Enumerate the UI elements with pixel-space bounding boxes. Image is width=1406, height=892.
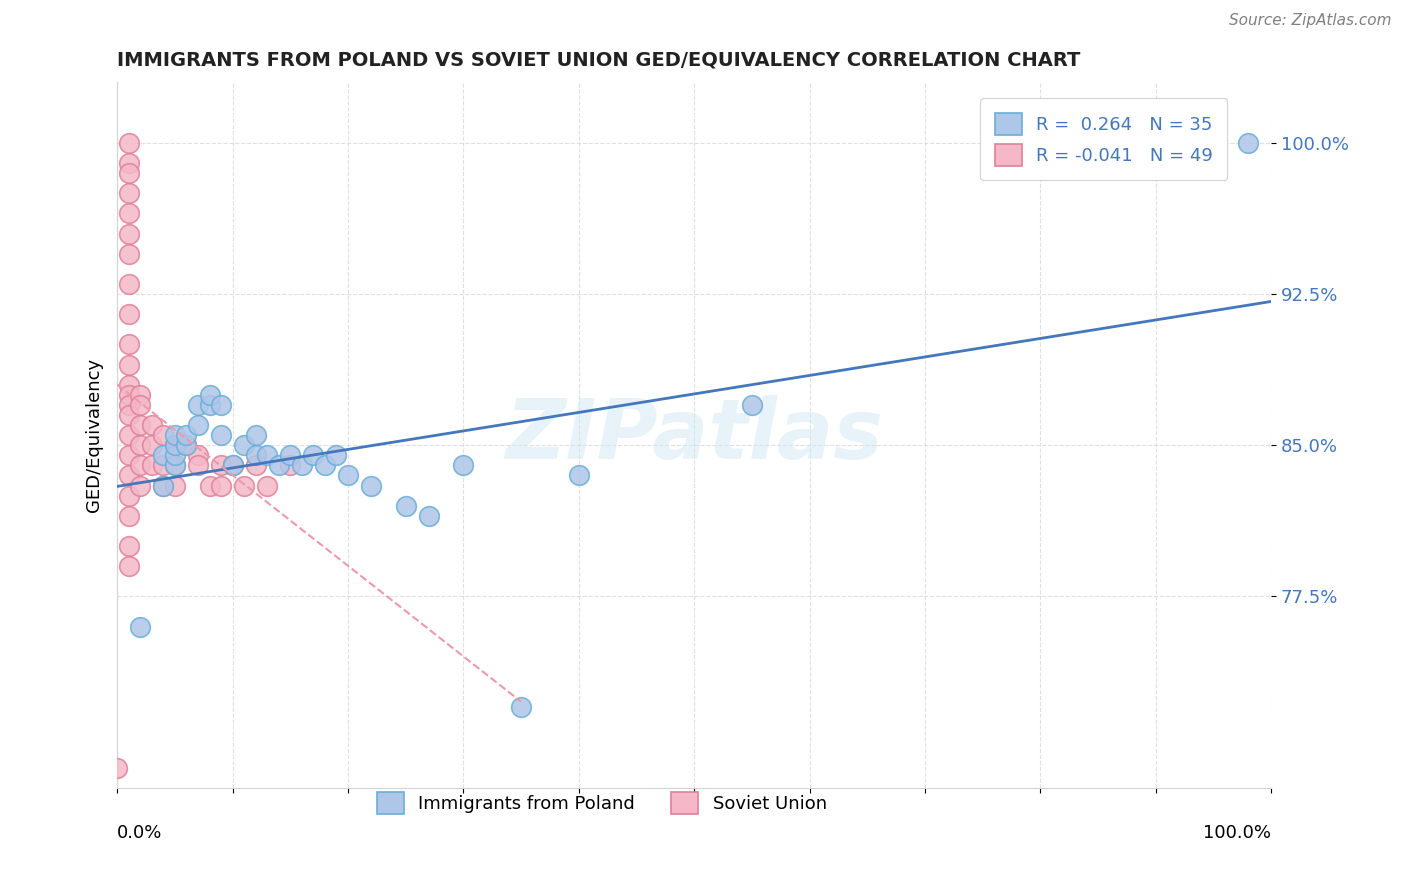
Point [118, 246, 141, 260]
Point [129, 398, 152, 412]
Point [187, 418, 209, 433]
Point [118, 166, 141, 180]
Point [209, 478, 232, 492]
Point [176, 438, 198, 452]
Point [209, 398, 232, 412]
Point [118, 388, 141, 402]
Point [209, 458, 232, 473]
Point [118, 227, 141, 241]
Point [395, 499, 418, 513]
Point [118, 358, 141, 372]
Point [118, 468, 141, 483]
Point [198, 388, 221, 402]
Point [129, 388, 152, 402]
Point [1237, 136, 1260, 150]
Point [118, 377, 141, 392]
Point [360, 478, 382, 492]
Point [256, 448, 278, 462]
Point [741, 398, 763, 412]
Point [118, 408, 141, 422]
Point [418, 508, 440, 523]
Point [325, 448, 347, 462]
Point [221, 458, 243, 473]
Point [163, 428, 186, 442]
Point [129, 478, 152, 492]
Point [152, 478, 174, 492]
Point [163, 448, 186, 462]
Point [118, 539, 141, 553]
Point [105, 761, 128, 775]
Point [163, 458, 186, 473]
Point [163, 458, 186, 473]
Point [187, 398, 209, 412]
Point [233, 478, 256, 492]
Point [267, 458, 290, 473]
Point [152, 448, 174, 462]
Point [152, 478, 174, 492]
Point [141, 438, 163, 452]
Point [118, 156, 141, 170]
Point [118, 559, 141, 574]
Point [118, 508, 141, 523]
Point [278, 458, 301, 473]
Point [209, 428, 232, 442]
Point [118, 206, 141, 220]
Point [336, 468, 359, 483]
Text: 100.0%: 100.0% [1204, 824, 1271, 842]
Point [245, 458, 267, 473]
Point [152, 458, 174, 473]
Point [187, 448, 209, 462]
Point [176, 438, 198, 452]
Point [245, 428, 267, 442]
Point [129, 438, 152, 452]
Text: 0.0%: 0.0% [117, 824, 163, 842]
Point [187, 458, 209, 473]
Point [198, 478, 221, 492]
Point [245, 448, 267, 462]
Point [129, 620, 152, 634]
Text: IMMIGRANTS FROM POLAND VS SOVIET UNION GED/EQUIVALENCY CORRELATION CHART: IMMIGRANTS FROM POLAND VS SOVIET UNION G… [117, 51, 1081, 70]
Point [118, 136, 141, 150]
Point [141, 418, 163, 433]
Point [302, 448, 325, 462]
Point [510, 700, 533, 714]
Text: Source: ZipAtlas.com: Source: ZipAtlas.com [1229, 13, 1392, 29]
Point [118, 307, 141, 321]
Point [118, 448, 141, 462]
Point [129, 418, 152, 433]
Point [233, 438, 256, 452]
Point [568, 468, 591, 483]
Point [221, 458, 243, 473]
Text: ZIPatlas: ZIPatlas [505, 394, 883, 475]
Point [129, 458, 152, 473]
Point [118, 186, 141, 201]
Y-axis label: GED/Equivalency: GED/Equivalency [86, 358, 103, 512]
Point [163, 438, 186, 452]
Point [163, 438, 186, 452]
Point [118, 398, 141, 412]
Point [256, 478, 278, 492]
Point [118, 428, 141, 442]
Point [152, 428, 174, 442]
Point [118, 277, 141, 291]
Point [453, 458, 475, 473]
Point [163, 478, 186, 492]
Point [118, 337, 141, 351]
Legend: Immigrants from Poland, Soviet Union: Immigrants from Poland, Soviet Union [370, 785, 834, 822]
Point [176, 428, 198, 442]
Point [314, 458, 336, 473]
Point [291, 458, 314, 473]
Point [118, 489, 141, 503]
Point [198, 398, 221, 412]
Point [141, 458, 163, 473]
Point [278, 448, 301, 462]
